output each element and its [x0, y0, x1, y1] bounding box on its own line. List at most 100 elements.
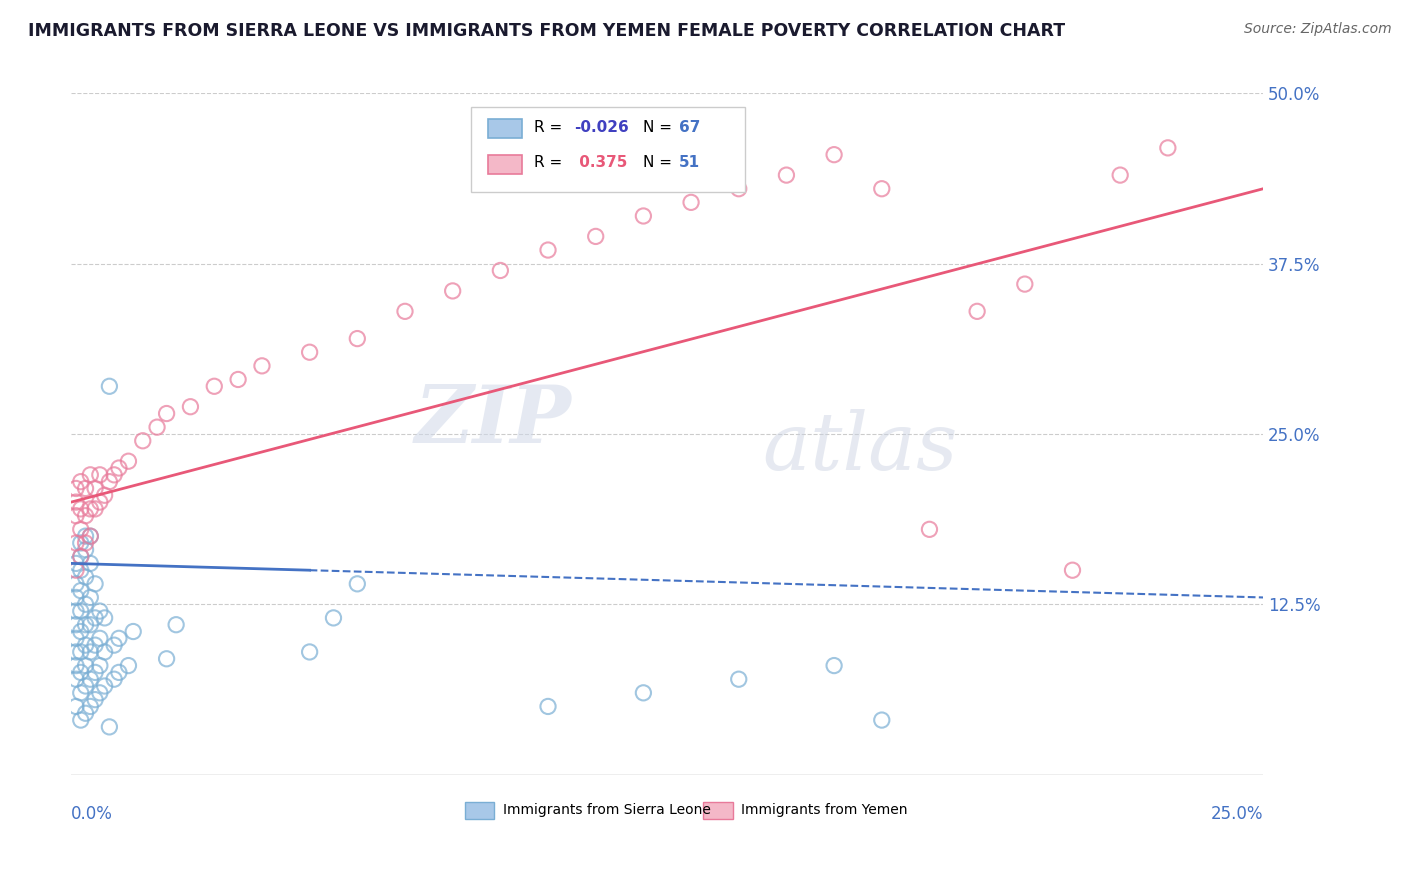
Point — [117, 454, 139, 468]
Point — [79, 591, 101, 605]
Point — [65, 632, 87, 646]
Point — [89, 632, 111, 646]
Text: R =: R = — [534, 155, 567, 170]
Point — [103, 672, 125, 686]
Point — [775, 168, 797, 182]
FancyBboxPatch shape — [488, 120, 522, 138]
Point — [633, 686, 655, 700]
Point — [69, 624, 91, 639]
Point — [84, 577, 107, 591]
Point — [65, 672, 87, 686]
Point — [69, 536, 91, 550]
Point — [75, 638, 97, 652]
Point — [122, 624, 145, 639]
Point — [84, 692, 107, 706]
Point — [75, 597, 97, 611]
Text: 25.0%: 25.0% — [1211, 805, 1263, 823]
Point — [823, 147, 845, 161]
Point — [69, 549, 91, 564]
Point — [69, 522, 91, 536]
Point — [202, 379, 225, 393]
Point — [103, 467, 125, 482]
Point — [79, 529, 101, 543]
Point — [84, 502, 107, 516]
Text: 0.375: 0.375 — [574, 155, 627, 170]
Text: N =: N = — [644, 155, 678, 170]
Point — [65, 536, 87, 550]
Point — [537, 243, 560, 257]
Text: -0.026: -0.026 — [574, 120, 628, 135]
Point — [79, 645, 101, 659]
Point — [298, 645, 321, 659]
Point — [1109, 168, 1132, 182]
Point — [84, 665, 107, 680]
Point — [155, 652, 177, 666]
Point — [98, 720, 121, 734]
Point — [1014, 277, 1036, 291]
Point — [84, 638, 107, 652]
Point — [65, 563, 87, 577]
Point — [918, 522, 941, 536]
Point — [165, 617, 187, 632]
Point — [441, 284, 464, 298]
Text: ZIP: ZIP — [415, 382, 572, 459]
Text: R =: R = — [534, 120, 567, 135]
Point — [346, 332, 368, 346]
Point — [65, 617, 87, 632]
Point — [1157, 141, 1180, 155]
Point — [65, 557, 87, 571]
Point — [98, 379, 121, 393]
Point — [346, 577, 368, 591]
Point — [108, 632, 131, 646]
Point — [966, 304, 988, 318]
Point — [69, 713, 91, 727]
Point — [823, 658, 845, 673]
Point — [93, 679, 115, 693]
Point — [69, 665, 91, 680]
Point — [75, 482, 97, 496]
Point — [75, 706, 97, 721]
Point — [98, 475, 121, 489]
Point — [322, 611, 344, 625]
Point — [79, 557, 101, 571]
Point — [65, 577, 87, 591]
Point — [132, 434, 155, 448]
Point — [1062, 563, 1084, 577]
FancyBboxPatch shape — [464, 802, 495, 819]
Point — [633, 209, 655, 223]
Point — [93, 488, 115, 502]
Point — [298, 345, 321, 359]
Point — [179, 400, 201, 414]
Point — [75, 658, 97, 673]
Point — [65, 495, 87, 509]
Point — [155, 407, 177, 421]
Point — [89, 467, 111, 482]
Point — [75, 570, 97, 584]
Point — [69, 475, 91, 489]
Text: 67: 67 — [679, 120, 700, 135]
Point — [89, 495, 111, 509]
Point — [69, 604, 91, 618]
Text: Immigrants from Yemen: Immigrants from Yemen — [741, 803, 908, 817]
Point — [394, 304, 416, 318]
Point — [65, 645, 87, 659]
Point — [75, 679, 97, 693]
Text: atlas: atlas — [762, 409, 957, 486]
Point — [103, 638, 125, 652]
Point — [117, 658, 139, 673]
Point — [108, 461, 131, 475]
Point — [537, 699, 560, 714]
Point — [65, 658, 87, 673]
Point — [79, 467, 101, 482]
Point — [75, 542, 97, 557]
FancyBboxPatch shape — [488, 154, 522, 174]
Text: N =: N = — [644, 120, 678, 135]
Point — [585, 229, 607, 244]
Point — [75, 508, 97, 523]
FancyBboxPatch shape — [703, 802, 733, 819]
Point — [250, 359, 273, 373]
Text: IMMIGRANTS FROM SIERRA LEONE VS IMMIGRANTS FROM YEMEN FEMALE POVERTY CORRELATION: IMMIGRANTS FROM SIERRA LEONE VS IMMIGRAN… — [28, 22, 1066, 40]
Point — [489, 263, 512, 277]
Point — [93, 645, 115, 659]
Text: 0.0%: 0.0% — [72, 805, 112, 823]
